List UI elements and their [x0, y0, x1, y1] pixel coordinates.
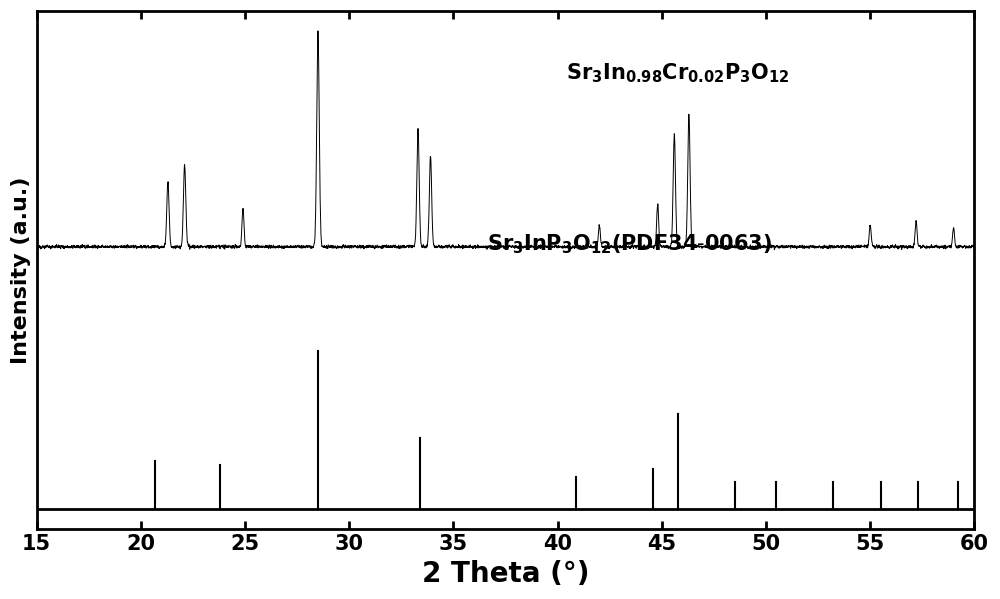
Text: $\mathbf{Sr_3In_{0.98}Cr_{0.02}P_3O_{12}}$: $\mathbf{Sr_3In_{0.98}Cr_{0.02}P_3O_{12}…	[566, 62, 790, 85]
Y-axis label: Intensity (a.u.): Intensity (a.u.)	[11, 177, 31, 364]
Text: $\mathbf{Sr_3InP_3O_{12}}$$\mathbf{(PDF34\text{-}0063)}$: $\mathbf{Sr_3InP_3O_{12}}$$\mathbf{(PDF3…	[487, 232, 772, 256]
X-axis label: 2 Theta (°): 2 Theta (°)	[422, 560, 589, 588]
